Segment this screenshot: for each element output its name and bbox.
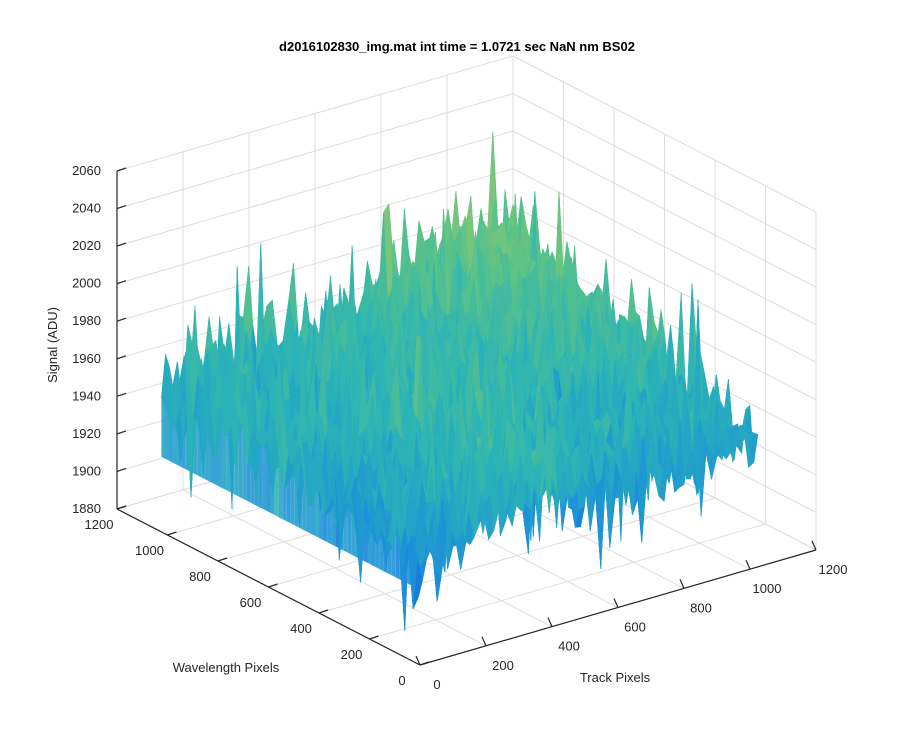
- y-tick-label: 1200: [85, 517, 114, 532]
- grid-line: [116, 168, 514, 285]
- x-tick-label: 400: [558, 639, 580, 654]
- grid-line: [512, 205, 817, 363]
- x-tick-label: 1000: [753, 581, 782, 596]
- z-tick-label: 1900: [72, 463, 101, 478]
- y-tick-label: 600: [240, 595, 262, 610]
- grid-line: [512, 55, 817, 213]
- grid-line: [512, 93, 817, 251]
- z-tick-label: 1960: [72, 351, 101, 366]
- y-tick: [167, 531, 177, 536]
- y-tick: [419, 661, 430, 666]
- grid-line: [512, 168, 817, 326]
- surface-skirt: [258, 441, 263, 509]
- surface-skirt: [363, 528, 368, 563]
- z-tick-label: 2020: [72, 238, 101, 253]
- grid-line: [512, 130, 817, 288]
- y-tick-label: 0: [398, 673, 405, 688]
- x-tick-label: 0: [433, 677, 440, 692]
- grid-line: [116, 130, 514, 247]
- z-tick: [116, 505, 127, 510]
- z-tick: [116, 467, 127, 473]
- x-tick-label: 800: [690, 600, 712, 615]
- y-tick: [369, 635, 379, 640]
- y-tick: [318, 609, 329, 614]
- z-axis-label: Signal (ADU): [45, 307, 60, 383]
- z-tick-label: 1980: [72, 313, 101, 328]
- y-tick-label: 400: [290, 621, 312, 636]
- chart-title: d2016102830_img.mat int time = 1.0721 se…: [279, 39, 635, 54]
- grid-line: [116, 55, 514, 172]
- y-tick-label: 800: [189, 569, 211, 584]
- z-tick-label: 2000: [72, 276, 101, 291]
- y-tick-label: 1000: [135, 543, 164, 558]
- z-tick: [116, 355, 127, 360]
- y-tick: [217, 557, 228, 562]
- grid-line: [318, 497, 716, 614]
- y-axis-label: Wavelength Pixels: [173, 660, 280, 675]
- x-tick-label: 600: [624, 620, 646, 635]
- z-tick: [116, 204, 127, 210]
- surface-skirt: [262, 433, 267, 511]
- x-tick-label: 200: [492, 658, 514, 673]
- z-tick-label: 1940: [72, 388, 101, 403]
- x-tick-label: 1200: [819, 562, 848, 577]
- z-tick-label: 1920: [72, 426, 101, 441]
- y-tick-label: 200: [341, 647, 363, 662]
- z-tick-label: 2040: [72, 201, 101, 216]
- z-tick: [116, 317, 127, 322]
- z-tick-label: 2060: [72, 163, 101, 178]
- grid-line: [369, 523, 766, 640]
- z-tick: [116, 167, 127, 172]
- z-tick: [116, 242, 127, 247]
- y-tick: [268, 583, 278, 588]
- z-tick: [116, 392, 127, 397]
- z-tick: [116, 430, 127, 435]
- x-axis-label: Track Pixels: [580, 670, 651, 685]
- z-tick-label: 1880: [72, 501, 101, 516]
- grid-line: [116, 93, 514, 210]
- z-tick: [116, 280, 127, 285]
- signal-surface: [161, 131, 759, 631]
